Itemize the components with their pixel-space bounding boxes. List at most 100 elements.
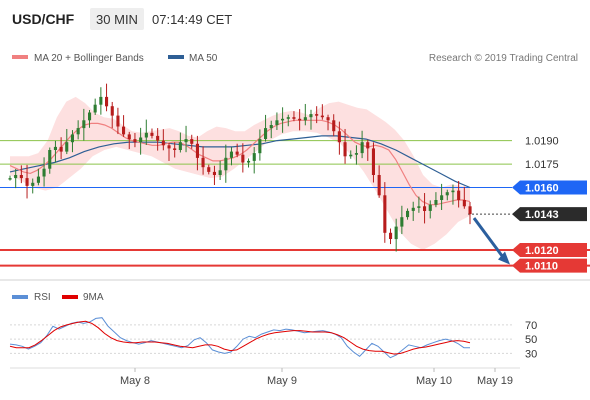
candle-body	[224, 157, 228, 171]
candle-body	[190, 139, 194, 144]
candle-body	[451, 190, 455, 193]
timeframe-label: 30 MIN	[96, 12, 138, 27]
candle-body	[337, 131, 341, 143]
candle-body	[343, 142, 347, 157]
ma50-legend-label: MA 50	[189, 53, 218, 64]
candle-body	[366, 142, 370, 149]
rsi-ma-legend-label: 9MA	[83, 292, 104, 303]
ma20-line	[9, 119, 471, 206]
candle-body	[298, 118, 302, 121]
level-tag-1.0110	[512, 258, 587, 273]
candle-body	[59, 146, 63, 152]
candle-body	[161, 140, 165, 146]
candle-body	[212, 171, 216, 175]
candle-body	[292, 117, 296, 119]
candle-body	[303, 117, 307, 121]
candle-body	[383, 195, 387, 233]
candle-body	[25, 178, 29, 186]
candle-body	[133, 139, 137, 143]
candle-body	[173, 148, 177, 150]
candle-body	[218, 170, 222, 175]
rsi-legend-label: RSI	[34, 292, 51, 303]
rsi-tick-50: 50	[525, 334, 537, 346]
candle-body	[411, 207, 415, 211]
main-price-layer: 1.0190 1.0175 1.0160 1.0143 1.0120 1.0110	[0, 83, 590, 273]
x-axis-label: May 9	[267, 375, 297, 387]
candle-body	[360, 142, 364, 154]
candle-body	[264, 128, 268, 139]
candle-body	[99, 96, 103, 105]
candle-body	[258, 139, 262, 154]
candle-body	[281, 118, 285, 121]
candle-body	[110, 106, 114, 116]
rsi-legend-swatch	[12, 295, 28, 299]
level-tag-1.0120	[512, 243, 587, 257]
candle-body	[371, 148, 375, 175]
candle-body	[105, 96, 109, 107]
candle-body	[468, 206, 472, 215]
candle-body	[241, 154, 245, 163]
candle-body	[229, 151, 233, 158]
rsi-ma-line	[9, 320, 471, 355]
x-axis-label: May 8	[120, 375, 150, 387]
candle-body	[252, 153, 256, 161]
candle-body	[53, 146, 57, 150]
ma20-legend-label: MA 20 + Bollinger Bands	[34, 53, 144, 64]
level-label-1.0160: 1.0160	[525, 183, 559, 195]
rsi-ma-legend-swatch	[62, 295, 78, 299]
timeframe-badge[interactable]	[90, 8, 144, 30]
x-axis-label: May 10	[416, 375, 452, 387]
level-label-1.0110: 1.0110	[525, 261, 558, 273]
clock-text: 07:14:49 CET	[152, 12, 232, 27]
candle-body	[82, 120, 86, 129]
candle-body	[36, 176, 40, 183]
candle-body	[76, 128, 80, 135]
watermark-text: Research © 2019 Trading Central	[429, 53, 578, 64]
candle-body	[457, 190, 461, 200]
ma50-legend-swatch	[168, 55, 184, 59]
level-label-1.0175: 1.0175	[525, 159, 559, 171]
level-tag-1.0160	[512, 180, 587, 195]
candle-body	[122, 126, 126, 135]
candle-body	[178, 142, 182, 150]
candle-body	[326, 117, 330, 121]
candle-body	[116, 115, 120, 127]
candle-body	[144, 132, 148, 138]
candle-body	[332, 120, 336, 132]
candle-body	[247, 160, 251, 163]
candle-body	[31, 182, 35, 186]
candle-body	[417, 206, 421, 208]
candle-body	[70, 134, 74, 143]
x-axis-label: May 19	[477, 375, 513, 387]
level-tag-1.0143	[512, 207, 587, 222]
candle-body	[445, 192, 449, 196]
candle-body	[269, 125, 273, 129]
candle-body	[320, 115, 324, 118]
rsi-tick-70: 70	[525, 320, 537, 332]
candle-body	[184, 139, 188, 143]
rsi-tick-30: 30	[525, 348, 537, 360]
candle-body	[65, 142, 69, 152]
candle-body	[428, 204, 432, 211]
candle-body	[349, 154, 353, 157]
candle-body	[423, 206, 427, 211]
ma50-line	[9, 135, 471, 189]
level-label-1.0120: 1.0120	[525, 245, 559, 257]
candle-body	[377, 175, 381, 196]
rsi-layer: 70 50 30	[9, 317, 537, 360]
candle-body	[150, 132, 154, 136]
candle-body	[406, 210, 410, 218]
candle-body	[389, 232, 393, 239]
candle-body	[167, 145, 171, 149]
candle-body	[93, 104, 97, 113]
candle-body	[14, 175, 18, 179]
forecast-arrow-head	[498, 251, 510, 265]
candle-body	[309, 114, 313, 118]
candle-body	[19, 175, 23, 179]
symbol-title: USD/CHF	[12, 11, 75, 27]
candle-body	[440, 195, 444, 200]
candle-body	[8, 178, 12, 180]
level-label-1.0143: 1.0143	[525, 209, 559, 221]
rsi-line	[9, 317, 470, 359]
